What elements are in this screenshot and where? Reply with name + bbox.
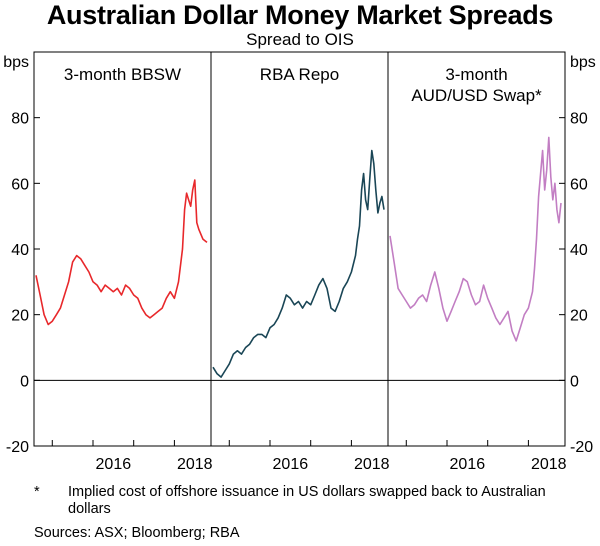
x-tick-label: 2016 — [96, 456, 132, 473]
y-tick-label-left: 20 — [11, 308, 29, 325]
x-tick-label: 2016 — [450, 456, 486, 473]
series-line — [389, 136, 562, 342]
panel-label: AUD/USD Swap* — [411, 86, 542, 105]
panel-label: 3-month BBSW — [64, 65, 181, 84]
y-tick-label-left: 60 — [11, 176, 29, 193]
panel-label: 3-month — [445, 65, 507, 84]
series-line — [212, 149, 385, 378]
plot-frame — [33, 51, 566, 447]
y-unit-label-right: bps — [570, 54, 596, 71]
y-tick-label-right: 80 — [570, 111, 588, 128]
x-tick-label: 2018 — [531, 456, 567, 473]
y-tick-label-right: 0 — [570, 373, 579, 390]
sources: Sources: ASX; Bloomberg; RBA — [34, 525, 240, 541]
footnote-text: Implied cost of offshore issuance in US … — [68, 484, 546, 517]
y-tick-label-right: 40 — [570, 242, 588, 259]
y-tick-label-left: 0 — [20, 373, 29, 390]
y-tick-label-left: 40 — [11, 242, 29, 259]
y-tick-label-left: -20 — [6, 439, 29, 456]
chart-subtitle: Spread to OIS — [246, 30, 354, 49]
series-layer — [35, 136, 562, 378]
x-tick-label: 2018 — [177, 456, 213, 473]
y-tick-label-right: 20 — [570, 308, 588, 325]
label-layer: -20 -20 0 0 20 20 40 40 60 60 80 80 bps bps 2016 2018 3-… — [3, 54, 596, 473]
footnote-mark: * — [34, 484, 40, 500]
x-tick-label: 2016 — [273, 456, 309, 473]
y-tick-label-left: 80 — [11, 111, 29, 128]
y-unit-label-left: bps — [3, 54, 29, 71]
series-line — [35, 179, 208, 326]
panel-label: RBA Repo — [260, 65, 339, 84]
x-tick-label: 2018 — [354, 456, 390, 473]
frame-layer — [33, 51, 566, 447]
chart-title: Australian Dollar Money Market Spreads — [46, 0, 554, 30]
y-tick-label-right: 60 — [570, 176, 588, 193]
y-tick-label-right: -20 — [570, 439, 593, 456]
